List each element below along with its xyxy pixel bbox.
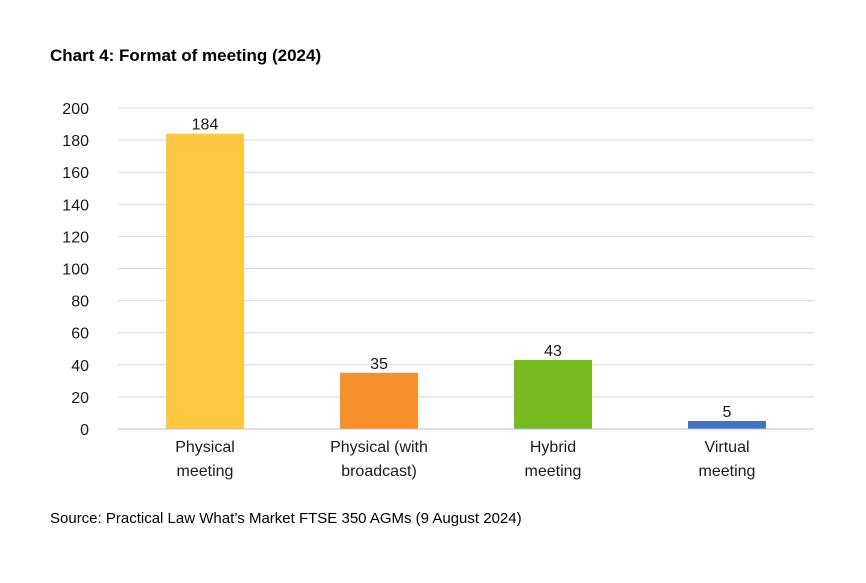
category-label: meeting [525, 463, 582, 480]
data-label: 184 [192, 117, 219, 134]
y-tick-label: 160 [62, 165, 89, 182]
bar [688, 420, 766, 429]
source-note: Source: Practical Law What’s Market FTSE… [50, 510, 522, 527]
y-tick-label: 180 [62, 133, 89, 150]
category-label: Physical [175, 439, 235, 456]
category-label: broadcast) [341, 463, 417, 480]
category-label: meeting [699, 463, 756, 480]
data-label: 43 [544, 343, 562, 360]
category-label: Hybrid [530, 439, 576, 456]
category-label: Physical (with [330, 439, 428, 456]
data-label: 35 [370, 356, 388, 373]
bar [340, 372, 418, 429]
data-labels: 184 35 43 5 [192, 117, 732, 421]
y-tick-label: 140 [62, 197, 89, 214]
y-tick-label: 200 [62, 101, 89, 118]
y-axis-ticks: 0 20 40 60 80 100 120 140 160 180 200 [62, 101, 89, 439]
y-tick-label: 80 [71, 294, 89, 311]
bar [514, 359, 592, 429]
data-label: 5 [723, 404, 732, 421]
bar [166, 133, 244, 429]
y-tick-label: 0 [80, 422, 89, 439]
y-tick-label: 120 [62, 229, 89, 246]
category-label: Virtual [704, 439, 749, 456]
y-tick-label: 20 [71, 390, 89, 407]
chart-title: Chart 4: Format of meeting (2024) [50, 46, 322, 65]
y-tick-label: 40 [71, 358, 89, 375]
y-tick-label: 60 [71, 326, 89, 343]
bars [166, 133, 766, 429]
y-tick-label: 100 [62, 262, 89, 279]
category-label: meeting [177, 463, 234, 480]
x-axis-categories: Physical meeting Physical (with broadcast) H… [175, 439, 755, 480]
